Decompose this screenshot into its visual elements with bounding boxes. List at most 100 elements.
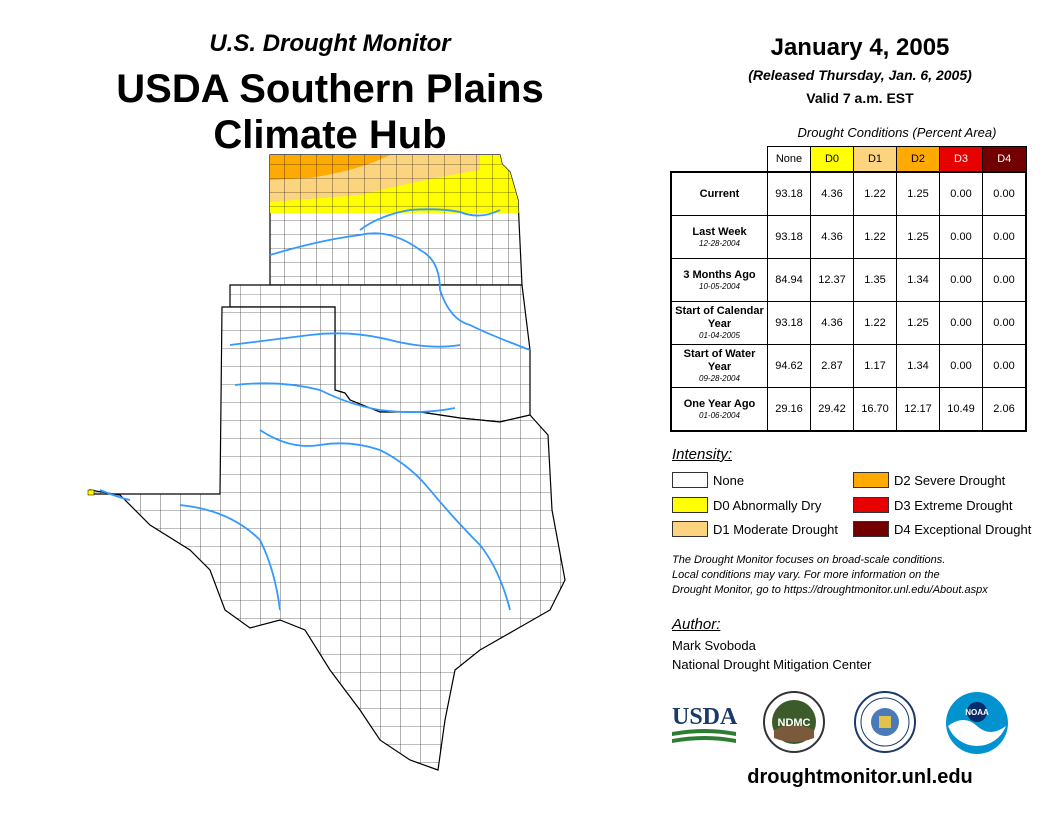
usda-logo-text: USDA [672, 704, 738, 730]
table-row: Current 93.18 4.36 1.22 1.25 0.00 0.00 [670, 171, 1027, 216]
row-label-text: 3 Months Ago [683, 268, 756, 281]
legend-heading: Intensity: [672, 446, 733, 463]
table-row: Last Week 12-28-2004 93.18 4.36 1.22 1.25 0.00… [670, 215, 1027, 259]
note-line: Local conditions may vary. For more info… [672, 569, 940, 581]
author-name: Mark Svoboda [672, 638, 756, 653]
footer-url[interactable]: droughtmonitor.unl.edu [747, 766, 973, 788]
table-cell: 0.00 [939, 301, 983, 345]
author-heading: Author: [672, 616, 721, 633]
table-cell: 1.22 [853, 301, 897, 345]
table-cell: 1.34 [896, 344, 940, 388]
table-cell: 4.36 [810, 171, 854, 216]
table-cell: 93.18 [767, 215, 811, 259]
note-line: The Drought Monitor focuses on broad-sca… [672, 554, 946, 566]
ndmc-logo-text: NDMC [778, 717, 811, 729]
table-cell: 1.25 [896, 215, 940, 259]
table-row-label: Last Week 12-28-2004 [670, 215, 768, 259]
table-cell: 29.42 [810, 387, 854, 432]
table-cell: 0.00 [939, 171, 983, 216]
disclaimer-note: The Drought Monitor focuses on broad-sca… [672, 553, 1042, 598]
table-cell: 0.00 [982, 301, 1027, 345]
table-row-label: Start of Water Year 09-28-2004 [670, 344, 768, 388]
row-date-text: 01-06-2004 [699, 410, 740, 420]
table-col-header-none: None [767, 146, 811, 173]
legend-swatch-d4 [853, 521, 889, 537]
rivers [99, 208, 531, 611]
legend-label-d3: D3 Extreme Drought [894, 497, 1013, 513]
table-row-label: Current [670, 171, 768, 216]
table-cell: 1.25 [896, 301, 940, 345]
table-cell: 29.16 [767, 387, 811, 432]
row-date-text: 12-28-2004 [699, 238, 740, 248]
legend-label-d4: D4 Exceptional Drought [894, 521, 1032, 537]
table-cell: 93.18 [767, 301, 811, 345]
table-cell: 4.36 [810, 301, 854, 345]
row-label-text: One Year Ago [683, 397, 756, 410]
row-date-text: 09-28-2004 [699, 374, 740, 383]
table-cell: 84.94 [767, 258, 811, 302]
map-subtitle: U.S. Drought Monitor [209, 30, 451, 57]
table-cell: 94.62 [767, 344, 811, 388]
legend-item-d0: D0 Abnormally Dry [672, 497, 821, 513]
table-cell: 12.37 [810, 258, 854, 302]
note-line: Drought Monitor, go to https://droughtmo… [672, 584, 988, 596]
release-date: (Released Thursday, Jan. 6, 2005) [748, 67, 972, 83]
row-date-text: 01-04-2005 [699, 331, 740, 340]
table-col-header-d2: D2 [896, 146, 940, 173]
table-cell: 0.00 [939, 215, 983, 259]
table-cell: 1.17 [853, 344, 897, 388]
table-col-header-d0: D0 [810, 146, 854, 173]
legend-item-d1: D1 Moderate Drought [672, 521, 838, 537]
legend-label-d0: D0 Abnormally Dry [713, 497, 822, 513]
table-cell: 2.87 [810, 344, 854, 388]
legend-swatch-d1 [672, 521, 708, 537]
legend-swatch-none [672, 472, 708, 488]
kansas-region [269, 154, 523, 286]
legend-item-none: None [672, 472, 744, 488]
usda-logo: USDA [672, 704, 738, 743]
noaa-logo: NOAA [946, 692, 1008, 754]
table-cell: 1.35 [853, 258, 897, 302]
table-col-header-d1: D1 [853, 146, 897, 173]
legend-item-d4: D4 Exceptional Drought [853, 521, 1031, 537]
table-row: One Year Ago 01-06-2004 29.16 29.42 16.70 12.… [670, 387, 1027, 432]
commerce-seal-logo [854, 691, 916, 753]
table-cell: 0.00 [982, 171, 1027, 216]
table-cell: 0.00 [982, 215, 1027, 259]
table-cell: 1.22 [853, 215, 897, 259]
table-col-header-d4: D4 [982, 146, 1027, 173]
legend-swatch-d3 [853, 497, 889, 513]
table-cell: 0.00 [939, 258, 983, 302]
table-body: Current 93.18 4.36 1.22 1.25 0.00 0.00 Last Wee… [670, 171, 1027, 432]
table-cell: 2.06 [982, 387, 1027, 432]
row-date-text: 10-05-2004 [699, 281, 740, 291]
table-cell: 1.22 [853, 171, 897, 216]
legend-label-d1: D1 Moderate Drought [713, 521, 839, 537]
table-corner [671, 147, 768, 173]
table-col-header-d3: D3 [939, 146, 983, 173]
noaa-logo-text: NOAA [965, 708, 989, 717]
table-row: Start of Water Year 09-28-2004 94.62 2.87 1.… [670, 344, 1027, 388]
author-org: National Drought Mitigation Center [672, 657, 872, 672]
table-cell: 0.00 [939, 344, 983, 388]
table-row-label: One Year Ago 01-06-2004 [670, 387, 768, 432]
legend-label-d2: D2 Severe Drought [894, 472, 1006, 488]
legend-item-d3: D3 Extreme Drought [853, 497, 1013, 513]
map-title-line2: Climate Hub [213, 113, 447, 157]
table-cell: 1.25 [896, 171, 940, 216]
map-title-line1: USDA Southern Plains [116, 67, 544, 111]
valid-time: Valid 7 a.m. EST [806, 90, 914, 106]
table-cell: 93.18 [767, 171, 811, 216]
table-cell: 0.00 [982, 344, 1027, 388]
row-label-text: Current [699, 187, 740, 200]
ndmc-logo: NDMC [763, 691, 825, 753]
row-label-text: Last Week [692, 225, 747, 238]
map-title: USDA Southern Plains Climate Hub [70, 66, 590, 158]
table-cell: 1.34 [896, 258, 940, 302]
table-cell: 12.17 [896, 387, 940, 432]
map-date: January 4, 2005 [770, 34, 950, 61]
legend-label-none: None [713, 472, 745, 488]
legend-swatch-d2 [853, 472, 889, 488]
table-row: 3 Months Ago 10-05-2004 84.94 12.37 1.35 1.34… [670, 258, 1027, 302]
table-cell: 16.70 [853, 387, 897, 432]
